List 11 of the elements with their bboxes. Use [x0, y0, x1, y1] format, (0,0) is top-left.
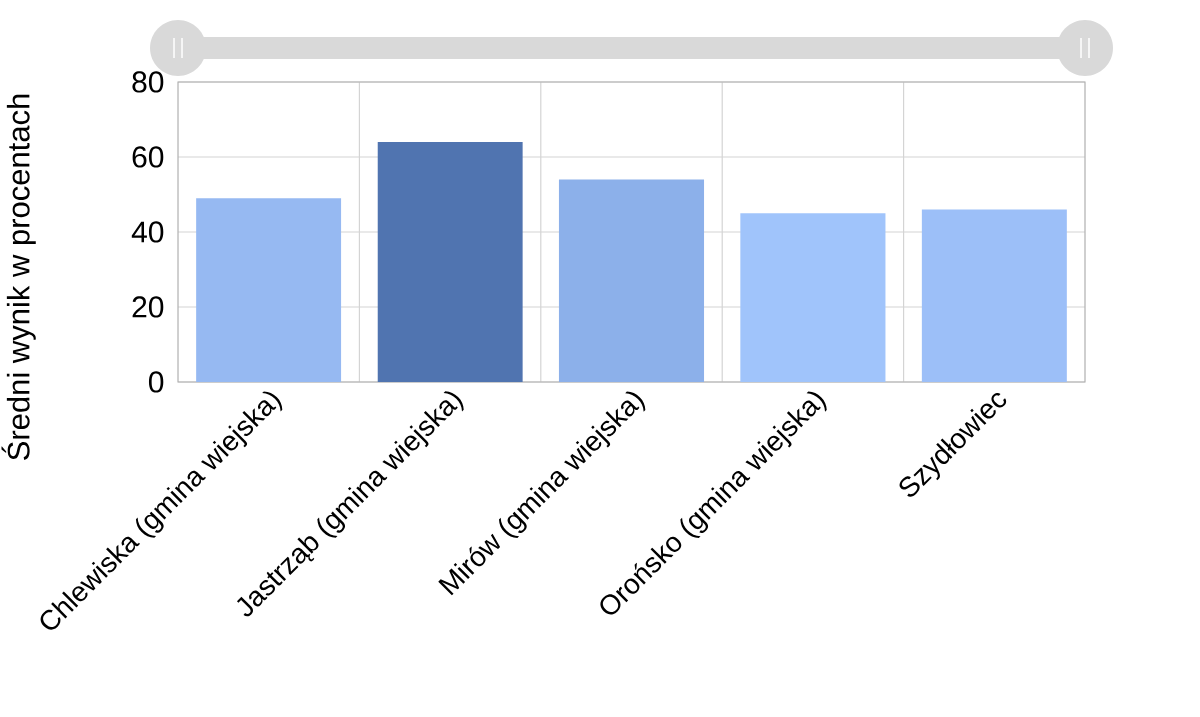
- bar: [921, 209, 1067, 382]
- y-axis-title: Średni wynik w procentach: [1, 94, 36, 460]
- y-tick-label: 0: [148, 371, 164, 393]
- y-tick-label: 60: [132, 146, 164, 168]
- y-tick-label: 40: [131, 221, 164, 243]
- bar: [196, 198, 342, 382]
- y-tick-label: 80: [132, 71, 164, 93]
- y-tick-label: 20: [132, 296, 164, 318]
- bar: [740, 213, 886, 382]
- bar: [377, 141, 523, 382]
- bar: [558, 179, 705, 382]
